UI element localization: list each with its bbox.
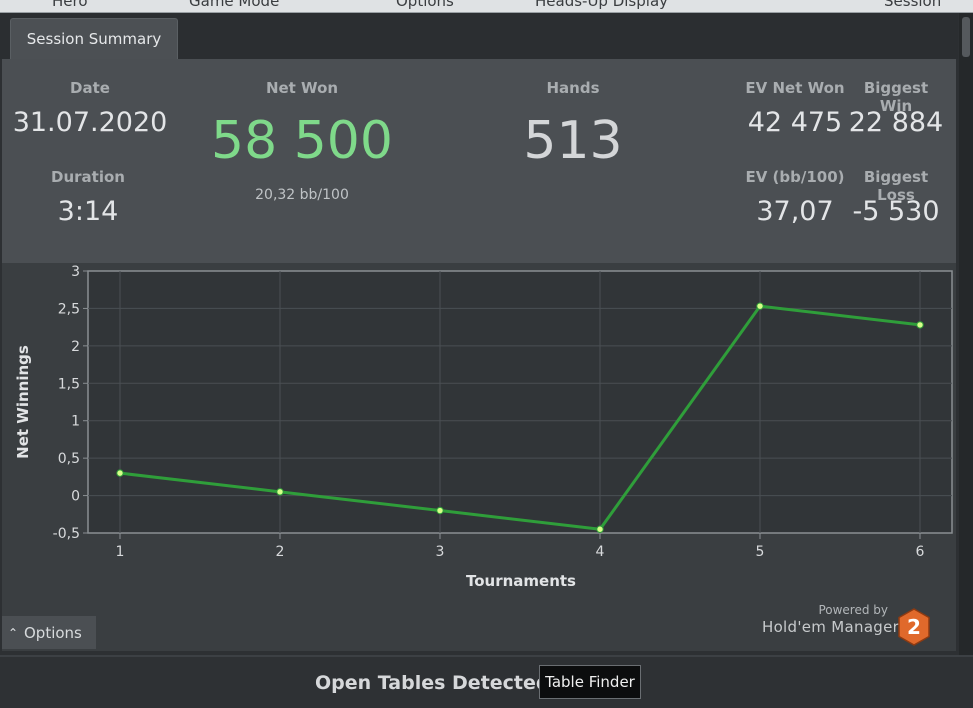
biggest-win-label: Biggest Win xyxy=(863,79,929,115)
chart-options-label: Options xyxy=(24,623,82,642)
y-tick-label: -0,5 xyxy=(53,526,80,542)
x-tick-label: 3 xyxy=(436,544,445,560)
y-tick-label: 1,5 xyxy=(58,376,80,392)
holdem-manager-logo-icon: 2 xyxy=(898,608,930,646)
logo-number: 2 xyxy=(907,615,921,639)
x-axis-ticks: 1 2 3 4 5 6 xyxy=(116,533,925,560)
biggest-win-value: 22 884 xyxy=(848,107,944,138)
x-tick-label: 2 xyxy=(276,544,285,560)
series-line xyxy=(119,304,921,531)
y-tick-label: 0 xyxy=(71,489,80,505)
menu-item-heads-up-display[interactable]: Heads-Up Display xyxy=(535,0,669,10)
y-tick-label: 1 xyxy=(71,414,80,430)
menu-item-hero[interactable]: Hero xyxy=(52,0,88,10)
menu-item-options[interactable]: Options xyxy=(396,0,454,10)
x-tick-label: 1 xyxy=(116,544,125,560)
data-point xyxy=(916,321,924,329)
chart-grid xyxy=(88,271,952,533)
table-finder-button[interactable]: Table Finder xyxy=(539,665,641,699)
net-winnings-chart: -0,5 0 0,5 1 1,5 2 2,5 3 1 2 3 4 5 6 Tournaments Net… xyxy=(14,264,953,590)
open-tables-status: Open Tables Detected xyxy=(315,672,550,694)
ev-bb-label: EV (bb/100) xyxy=(745,168,845,186)
duration-value: 3:14 xyxy=(57,196,119,227)
y-tick-label: 3 xyxy=(71,264,80,280)
powered-by-text: Powered by xyxy=(818,603,888,617)
x-tick-label: 4 xyxy=(596,544,605,560)
chevron-up-icon: ⌃ xyxy=(7,625,19,640)
net-winnings-chart-panel: -0,5 0 0,5 1 1,5 2 2,5 3 1 2 3 4 5 6 Tournaments Net… xyxy=(2,263,956,651)
tab-strip: Session Summary xyxy=(0,13,958,59)
ev-net-won-value: 42 475 xyxy=(747,107,843,138)
data-point xyxy=(276,488,284,496)
chart-options-button[interactable]: ⌃ Options xyxy=(2,616,96,649)
x-tick-label: 6 xyxy=(916,544,925,560)
data-point xyxy=(596,525,604,533)
biggest-loss-value: -5 530 xyxy=(852,196,940,227)
biggest-loss-label: Biggest Loss xyxy=(863,168,929,204)
y-tick-label: 2,5 xyxy=(58,301,80,317)
y-tick-label: 2 xyxy=(71,339,80,355)
ev-net-won-label: EV Net Won xyxy=(745,79,845,97)
footer-bar xyxy=(0,655,973,708)
product-name: Hold'em Manager xyxy=(762,618,900,636)
ev-bb-value: 37,07 xyxy=(756,196,834,227)
menu-bar: Hero Game Mode Options Heads-Up Display … xyxy=(0,0,973,13)
date-value: 31.07.2020 xyxy=(12,107,168,138)
plot-area xyxy=(87,270,953,534)
hands-label: Hands xyxy=(546,79,600,97)
y-tick-label: 0,5 xyxy=(58,451,80,467)
data-point xyxy=(756,302,764,310)
scrollbar-thumb[interactable] xyxy=(962,17,970,57)
chart-series xyxy=(116,302,924,533)
vertical-scrollbar[interactable] xyxy=(959,13,973,655)
data-point xyxy=(436,506,444,515)
menu-item-session[interactable]: Session xyxy=(884,0,942,10)
net-won-rate: 20,32 bb/100 xyxy=(255,187,349,203)
y-axis-ticks: -0,5 0 0,5 1 1,5 2 2,5 3 xyxy=(53,264,88,542)
x-axis-label: Tournaments xyxy=(466,572,576,590)
net-won-value: 58 500 xyxy=(211,111,393,171)
y-axis-label: Net Winnings xyxy=(14,345,32,459)
duration-label: Duration xyxy=(51,168,125,186)
hands-value: 513 xyxy=(523,111,623,171)
net-won-label: Net Won xyxy=(265,79,339,97)
menu-item-game-mode[interactable]: Game Mode xyxy=(189,0,280,10)
date-label: Date xyxy=(70,79,110,97)
x-tick-label: 5 xyxy=(756,544,765,560)
tab-session-summary[interactable]: Session Summary xyxy=(10,18,178,59)
session-summary-panel: Date 31.07.2020 Duration 3:14 Net Won 58… xyxy=(2,59,956,263)
data-point xyxy=(116,469,124,477)
